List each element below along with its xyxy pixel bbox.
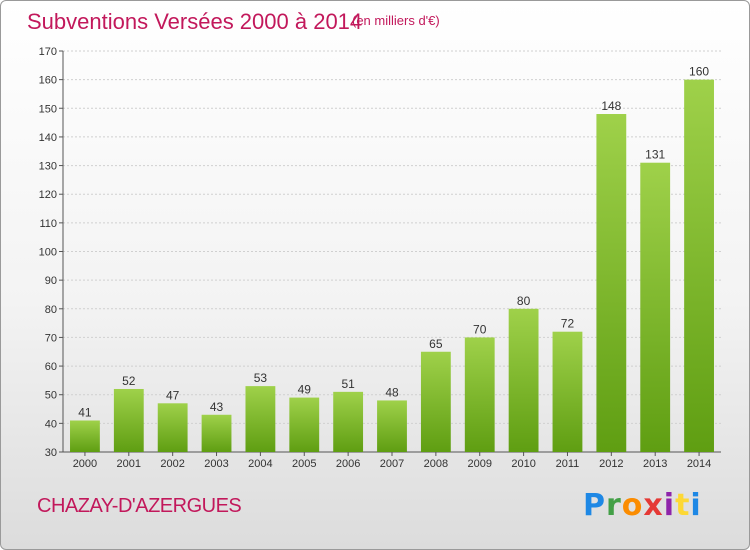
- bar: [333, 391, 364, 452]
- y-tick-label: 50: [45, 390, 57, 402]
- logo-letter: o: [621, 488, 644, 523]
- y-tick-label: 90: [45, 275, 57, 287]
- y-tick-label: 140: [39, 132, 57, 144]
- y-tick-label: 80: [45, 304, 57, 316]
- data-label: 48: [385, 385, 399, 399]
- data-label: 148: [601, 99, 621, 113]
- y-tick-label: 160: [39, 75, 57, 87]
- x-tick-label: 2005: [292, 458, 316, 470]
- x-tick-label: 2013: [643, 458, 667, 470]
- bar: [377, 400, 407, 452]
- bar: [157, 403, 188, 452]
- bar: [684, 79, 714, 453]
- commune-name: CHAZAY-D'AZERGUES: [37, 495, 242, 517]
- logo-letter: i: [663, 488, 676, 523]
- x-tick-label: 2012: [599, 458, 623, 470]
- x-tick-label: 2003: [204, 458, 228, 470]
- y-tick-label: 60: [45, 361, 57, 373]
- x-tick-label: 2004: [248, 458, 272, 470]
- data-label: 70: [473, 322, 487, 336]
- bar: [420, 351, 451, 452]
- data-label: 65: [429, 337, 443, 351]
- chart-title: Subventions Versées 2000 à 2014: [27, 9, 363, 34]
- data-label: 41: [78, 405, 92, 419]
- bar: [508, 308, 539, 452]
- data-label: 53: [254, 371, 268, 385]
- y-tick-label: 100: [39, 247, 57, 259]
- data-label: 51: [341, 377, 355, 391]
- data-label: 52: [122, 374, 136, 388]
- x-tick-label: 2011: [556, 458, 580, 470]
- bars: [70, 79, 714, 453]
- bar: [70, 420, 100, 452]
- logo-letter: t: [675, 488, 691, 523]
- x-tick-label: 2009: [467, 458, 491, 470]
- bar: [201, 414, 232, 452]
- proxiti-logo: Proxiti: [583, 488, 702, 523]
- y-tick-label: 110: [39, 218, 57, 230]
- x-tick-label: 2014: [687, 458, 711, 470]
- data-label: 43: [210, 400, 224, 414]
- logo-letter: r: [606, 488, 622, 523]
- bar: [289, 397, 320, 452]
- x-tick-label: 2006: [336, 458, 360, 470]
- y-tick-label: 170: [39, 46, 57, 58]
- bar: [640, 162, 671, 452]
- data-label: 49: [298, 383, 312, 397]
- data-label: 80: [517, 294, 531, 308]
- data-label: 47: [166, 388, 180, 402]
- y-tick-label: 130: [39, 161, 57, 173]
- data-label: 160: [689, 65, 709, 79]
- logo-letter: P: [583, 488, 606, 523]
- x-tick-label: 2002: [160, 458, 184, 470]
- data-label: 72: [561, 317, 575, 331]
- labels: 30 40 50 60 70 80 90 100 110 120 130 140 150 160 170 41…: [39, 46, 712, 470]
- bar: [464, 337, 495, 452]
- logo-letter: x: [643, 488, 664, 523]
- y-tick-label: 40: [45, 418, 57, 430]
- bar: [245, 386, 276, 452]
- x-tick-label: 2001: [117, 458, 141, 470]
- y-tick-label: 70: [45, 332, 57, 344]
- chart-subtitle: (en milliers d'€): [352, 13, 440, 28]
- y-tick-label: 150: [39, 103, 57, 115]
- x-tick-label: 2007: [380, 458, 404, 470]
- bar: [596, 114, 627, 452]
- x-tick-label: 2008: [424, 458, 448, 470]
- y-tick-label: 120: [39, 189, 57, 201]
- logo-letter: i: [690, 488, 702, 523]
- bar: [113, 388, 144, 452]
- y-tick-label: 30: [45, 447, 57, 459]
- data-label: 131: [645, 148, 665, 162]
- x-tick-label: 2010: [511, 458, 535, 470]
- x-tick-label: 2000: [73, 458, 97, 470]
- bar: [552, 331, 583, 452]
